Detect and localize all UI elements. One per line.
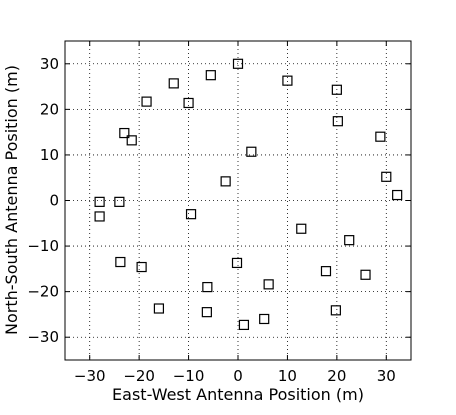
- antenna-point: [296, 223, 307, 234]
- antenna-point: [119, 127, 130, 139]
- antenna-point: [94, 211, 105, 222]
- y-tick-label: 0: [49, 192, 59, 210]
- antenna-point: [220, 176, 231, 187]
- antenna-point: [231, 257, 243, 269]
- x-tick-label: −30: [74, 367, 106, 385]
- antenna-point: [344, 235, 355, 246]
- antenna-point: [375, 131, 386, 142]
- antenna-point: [202, 281, 213, 293]
- antenna-point: [259, 313, 270, 325]
- antenna-point: [282, 75, 293, 86]
- x-tick-label: 30: [377, 367, 396, 385]
- x-tick-label: 0: [233, 367, 243, 385]
- antenna-point: [381, 171, 392, 182]
- axis-ticks: [65, 41, 411, 360]
- grid-lines: [65, 41, 411, 360]
- y-tick-label: 30: [40, 55, 59, 73]
- y-axis-tick-labels: −30 −20 −10 0 10 20 30: [27, 55, 59, 346]
- antenna-point: [320, 266, 332, 277]
- y-tick-label: 20: [40, 100, 59, 118]
- antenna-point: [126, 135, 137, 146]
- antenna-point: [263, 279, 274, 290]
- x-tick-label: −10: [173, 367, 205, 385]
- antenna-point: [232, 58, 244, 69]
- antenna-point: [238, 319, 250, 331]
- y-axis-label: North-South Antenna Position (m): [2, 65, 21, 335]
- data-points: [94, 58, 403, 331]
- antenna-point: [185, 209, 197, 220]
- y-tick-label: −10: [27, 237, 59, 255]
- x-axis-tick-labels: −30 −20 −10 0 10 20 30: [74, 367, 396, 385]
- x-tick-label: 10: [278, 367, 297, 385]
- antenna-point: [331, 84, 342, 95]
- y-tick-label: −20: [27, 283, 59, 301]
- antenna-point: [114, 196, 125, 207]
- antenna-point: [115, 256, 126, 268]
- x-tick-label: 20: [327, 367, 346, 385]
- x-axis-label: East-West Antenna Position (m): [112, 385, 364, 404]
- antenna-point: [141, 96, 152, 107]
- antenna-point: [153, 303, 165, 314]
- antenna-point: [168, 78, 179, 89]
- y-tick-label: −30: [27, 328, 59, 346]
- antenna-point: [246, 146, 257, 157]
- x-tick-label: −20: [123, 367, 155, 385]
- antenna-point: [360, 269, 371, 280]
- y-tick-label: 10: [40, 146, 59, 164]
- antenna-point: [94, 196, 105, 207]
- antenna-point: [201, 307, 212, 318]
- antenna-point: [136, 261, 147, 273]
- antenna-point: [332, 116, 343, 127]
- antenna-point: [330, 305, 341, 316]
- antenna-point: [392, 189, 403, 201]
- antenna-point: [205, 70, 216, 81]
- antenna-point: [183, 97, 194, 109]
